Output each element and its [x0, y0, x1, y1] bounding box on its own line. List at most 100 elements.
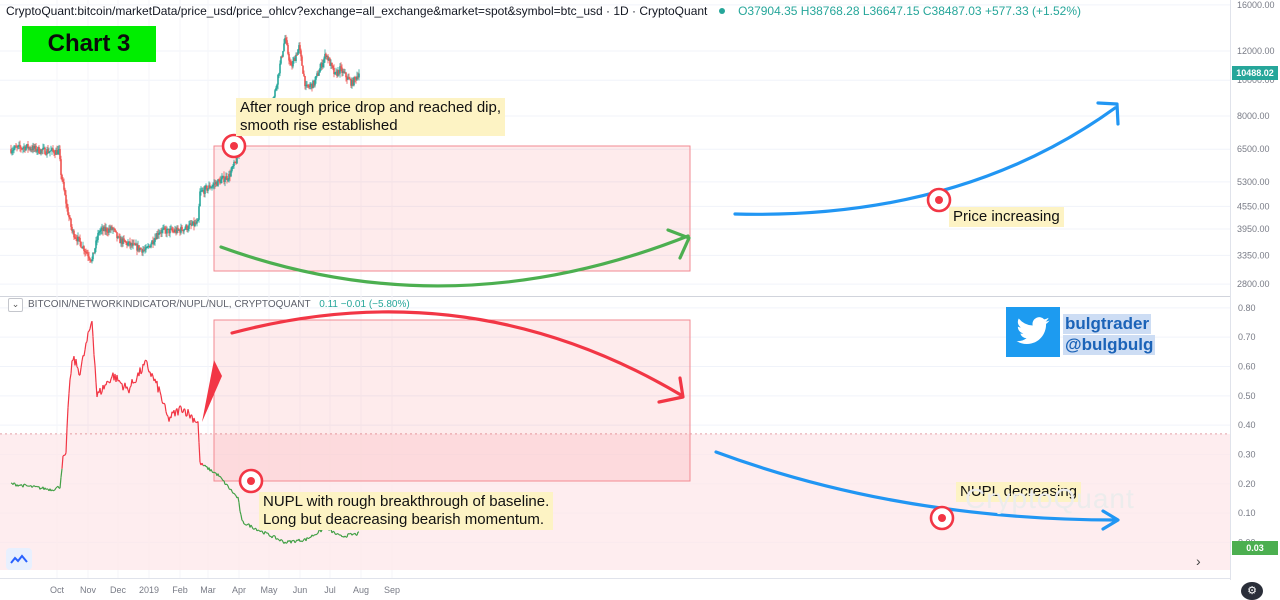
- price-candle-body: [234, 161, 236, 163]
- red-up-spike-arrow: [202, 360, 222, 422]
- indicator-collapse-icon[interactable]: ⌄: [8, 298, 23, 312]
- nupl-line-segment: [163, 402, 166, 405]
- price-candle-body: [193, 221, 195, 226]
- nupl-line-segment: [228, 488, 231, 491]
- nupl-line-segment: [320, 529, 323, 533]
- target-marker-nupl-dot: [247, 477, 255, 485]
- price-candle-body: [279, 63, 281, 74]
- symbol-title[interactable]: CryptoQuant:bitcoin/marketData/price_usd…: [6, 4, 708, 18]
- price-candle-body: [145, 247, 147, 250]
- indicator-title[interactable]: BITCOIN/NETWORKINDICATOR/NUPL/NUL, CRYPT…: [28, 299, 311, 310]
- price-candle-body: [102, 227, 104, 231]
- indicator-header: BITCOIN/NETWORKINDICATOR/NUPL/NUL, CRYPT…: [28, 299, 410, 310]
- nupl-line-segment: [346, 533, 349, 538]
- twitter-handles: bulgtrader @bulgbulg: [1063, 314, 1156, 356]
- price-candle-body: [216, 182, 218, 186]
- scroll-right-icon[interactable]: ›: [1196, 553, 1201, 569]
- price-candle-body: [134, 243, 136, 246]
- price-candle-body: [88, 256, 90, 259]
- price-candle-body: [287, 44, 289, 54]
- nupl-line-segment: [253, 528, 256, 530]
- time-axis-tick: Aug: [353, 585, 369, 595]
- price-candle-body: [38, 147, 40, 154]
- target-marker-rise-dot: [230, 142, 238, 150]
- price-candle-body: [336, 71, 338, 76]
- nupl-line-segment: [91, 321, 94, 337]
- price-candle-body: [49, 151, 51, 153]
- nupl-line-segment: [234, 494, 237, 497]
- nupl-line-segment: [279, 539, 282, 542]
- price-candle-body: [304, 76, 306, 87]
- price-candle-body: [142, 249, 144, 253]
- price-candle-body: [316, 73, 318, 76]
- price-candle-body: [124, 240, 126, 242]
- twitter-handle-name: bulgtrader: [1063, 314, 1152, 334]
- nupl-line-segment: [54, 487, 57, 490]
- nupl-line-segment: [128, 387, 131, 394]
- price-candle-body: [81, 247, 83, 249]
- price-candle-body: [219, 180, 221, 184]
- price-candle-body: [43, 147, 45, 149]
- annotation-rise-line1: After rough price drop and reached dip,: [240, 99, 501, 116]
- cryptoquant-watermark: CryptoQuant: [965, 483, 1135, 514]
- nupl-line-segment: [132, 381, 135, 384]
- price-candle-body: [154, 237, 156, 242]
- red-arrowhead: [657, 376, 685, 404]
- price-candle-body: [23, 146, 25, 148]
- price-candle-body: [21, 148, 23, 150]
- price-axis-tick: 12000.00: [1237, 46, 1275, 56]
- price-candle-body: [18, 144, 20, 146]
- price-candle-body: [113, 228, 115, 230]
- price-candle-body: [167, 228, 169, 230]
- nupl-line-segment: [242, 520, 245, 525]
- nupl-line-segment: [223, 480, 226, 485]
- price-candle-body: [347, 77, 349, 80]
- ohlc-values: O37904.35 H38768.28 L36647.15 C38487.03 …: [738, 4, 1082, 18]
- price-candle-body: [350, 79, 352, 86]
- price-candle-body: [70, 218, 72, 227]
- nupl-line-segment: [197, 421, 200, 443]
- price-candle-body: [143, 249, 145, 251]
- price-candle-body: [313, 80, 315, 86]
- price-candle-body: [160, 232, 162, 234]
- settings-gear-icon[interactable]: ⚙: [1241, 582, 1263, 600]
- price-candle-body: [146, 247, 148, 249]
- nupl-line-segment: [51, 489, 54, 492]
- nupl-line-segment: [281, 539, 284, 543]
- nupl-line-segment: [221, 478, 224, 481]
- price-candle-body: [356, 76, 358, 80]
- price-candle-body: [186, 225, 188, 230]
- price-candle-body: [15, 146, 17, 148]
- price-candle-body: [307, 84, 309, 87]
- price-candle-body: [44, 147, 46, 155]
- price-candle-body: [55, 149, 57, 155]
- target-marker-price-dot: [935, 196, 943, 204]
- price-candle-body: [60, 159, 62, 175]
- nupl-line-segment: [140, 371, 143, 375]
- nupl-line-segment: [177, 407, 180, 416]
- price-candle-body: [25, 146, 27, 151]
- price-candle-body: [42, 147, 44, 150]
- price-candle-body: [280, 56, 282, 64]
- price-candle-body: [10, 149, 12, 153]
- nupl-line-segment: [238, 502, 241, 512]
- price-candle-body: [230, 170, 232, 177]
- nupl-line-segment: [25, 484, 28, 487]
- price-candle-body: [36, 150, 38, 152]
- time-axis-tick: Mar: [200, 585, 216, 595]
- price-candle-body: [190, 223, 192, 225]
- price-candle-body: [107, 232, 109, 234]
- price-candle-body: [322, 62, 324, 68]
- price-candle-body: [192, 221, 194, 225]
- green-curve-arrow: [219, 234, 690, 288]
- price-candle-body: [226, 176, 228, 180]
- nupl-line-segment: [317, 530, 320, 534]
- nupl-axis-tick: 0.10: [1238, 508, 1256, 518]
- nupl-line-segment: [299, 540, 302, 543]
- price-candle-body: [205, 186, 207, 188]
- price-candle-body: [12, 150, 14, 152]
- price-candle-body: [24, 146, 26, 151]
- price-candle-body: [197, 219, 199, 222]
- tradingview-logo-icon[interactable]: [6, 548, 32, 570]
- price-candle-body: [26, 144, 28, 147]
